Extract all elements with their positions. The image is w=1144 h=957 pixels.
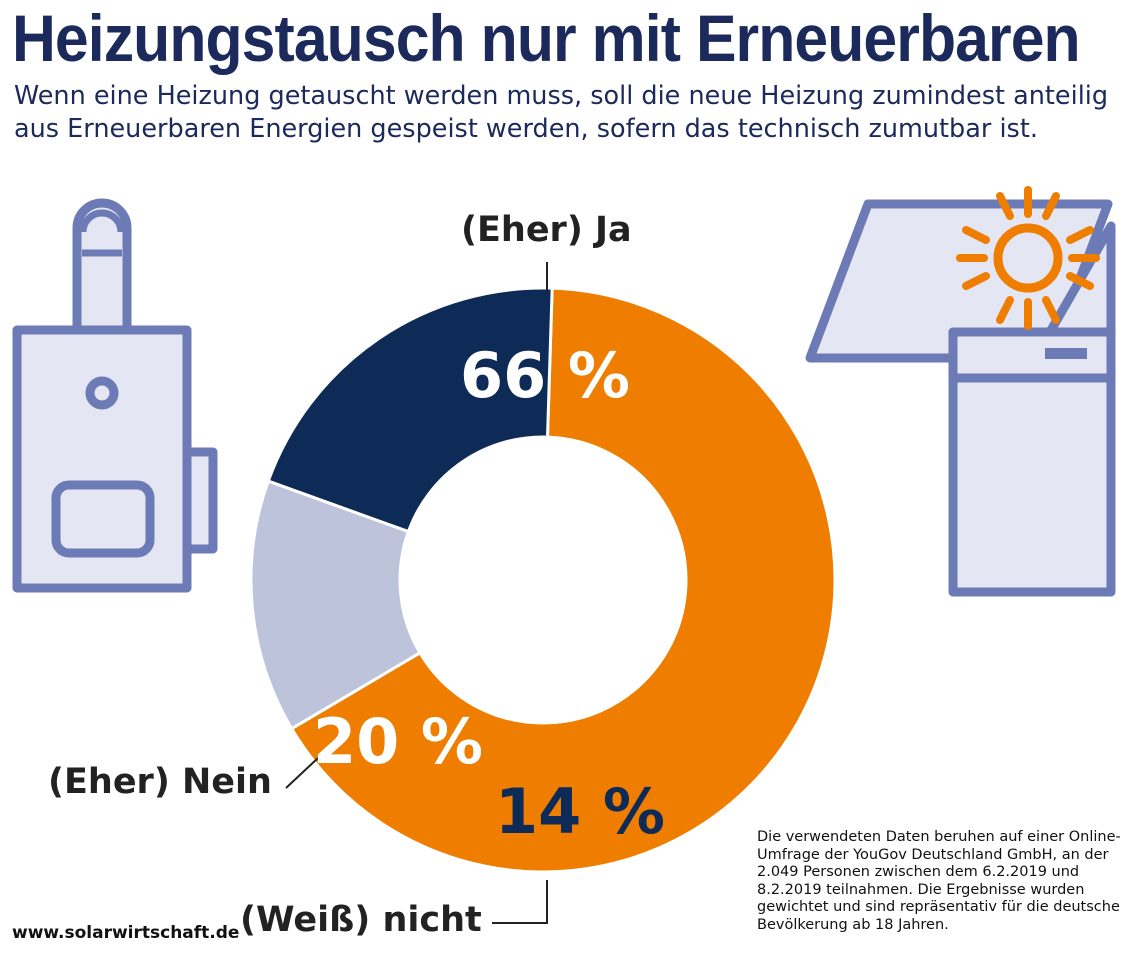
value-label-ja: 66 % [460,339,630,412]
website-link[interactable]: www.solarwirtschaft.de [12,923,240,943]
value-label-nicht: 14 % [495,775,665,848]
page-title: Heizungstausch nur mit Erneuerbaren [12,1,1081,75]
leader-line-nicht [492,880,548,924]
leader-line-nein [285,757,319,789]
source-note: Die verwendeten Daten beruhen auf einer … [757,829,1121,933]
gas-boiler-icon [12,198,218,593]
sun-icon [956,186,1100,330]
solar-collector-icon [805,199,1116,597]
category-label-nicht: (Weiß) nicht [240,900,482,940]
donut-slice-nicht [249,479,422,731]
value-label-nein: 20 % [313,705,483,778]
donut-slice-ja [289,286,837,874]
donut-chart [249,286,837,874]
leader-lines [285,262,548,924]
category-label-ja: (Eher) Ja [461,210,632,250]
page-subtitle: Wenn eine Heizung getauscht werden muss,… [14,81,1109,144]
category-label-nein: (Eher) Nein [48,762,272,802]
donut-slice-nein [266,286,554,534]
